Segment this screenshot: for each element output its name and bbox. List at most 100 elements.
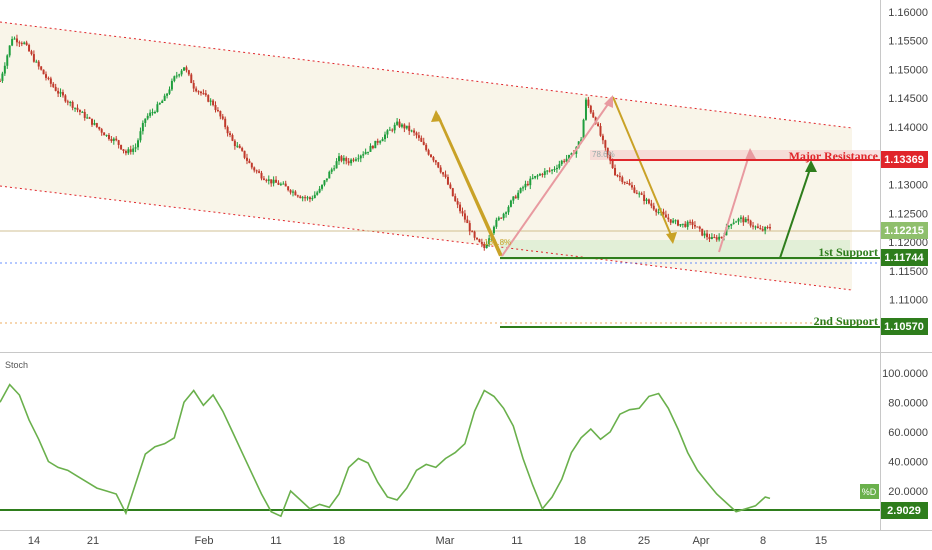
candle-body bbox=[531, 177, 534, 179]
candle-body bbox=[212, 100, 215, 106]
current-price-tag bbox=[881, 222, 928, 239]
candle-body bbox=[245, 157, 248, 161]
candle-body bbox=[335, 161, 338, 169]
candle-body bbox=[6, 55, 9, 66]
candle-body bbox=[413, 130, 416, 133]
candle-body bbox=[313, 194, 316, 199]
candle-body bbox=[248, 160, 251, 164]
candle-body bbox=[229, 133, 232, 136]
candle-body bbox=[347, 161, 350, 164]
candle-body bbox=[442, 172, 445, 175]
arrow-leg-down-2 bbox=[612, 96, 674, 241]
candle-body bbox=[727, 225, 730, 228]
second-support-tag bbox=[881, 318, 928, 335]
candle-body bbox=[110, 139, 113, 141]
candle-body bbox=[454, 196, 457, 202]
candle-body bbox=[730, 223, 733, 226]
candle-body bbox=[534, 175, 537, 178]
candle-body bbox=[611, 160, 614, 169]
candle-body bbox=[630, 185, 633, 188]
arrow-head-2 bbox=[666, 232, 677, 244]
candle-body bbox=[0, 80, 1, 82]
candle-body bbox=[47, 77, 50, 79]
candle-body bbox=[328, 171, 331, 179]
candle-body bbox=[367, 151, 370, 153]
candle-body bbox=[599, 125, 602, 136]
time-tick-1: 21 bbox=[87, 535, 99, 547]
candle-body bbox=[354, 159, 357, 161]
candle-body bbox=[422, 141, 425, 145]
candle-body bbox=[231, 135, 234, 141]
candle-body bbox=[747, 218, 750, 221]
time-tick-labels: 14 21 Feb 11 18 Mar 11 18 25 Apr 8 15 bbox=[28, 535, 827, 547]
candle-body bbox=[410, 130, 413, 132]
candle-body bbox=[589, 105, 592, 113]
candle-body bbox=[684, 223, 687, 227]
candle-body bbox=[752, 225, 755, 227]
candle-body bbox=[337, 156, 340, 162]
candle-body bbox=[71, 101, 74, 108]
candle-body bbox=[311, 198, 314, 200]
candle-body bbox=[485, 244, 488, 249]
candle-body bbox=[11, 39, 14, 46]
candle-body bbox=[250, 163, 253, 168]
stoch-tick-0: 100.0000 bbox=[882, 368, 928, 380]
candle-body bbox=[66, 101, 69, 103]
channel-fill bbox=[0, 22, 852, 290]
candle-body bbox=[158, 102, 161, 105]
candle-body bbox=[698, 226, 701, 229]
candle-body bbox=[359, 155, 362, 159]
candle-body bbox=[696, 226, 699, 228]
candle-body bbox=[299, 196, 302, 199]
candle-body bbox=[718, 236, 721, 240]
candle-body bbox=[449, 184, 452, 189]
candle-body bbox=[524, 183, 527, 188]
candle-body bbox=[49, 78, 52, 84]
candle-body bbox=[233, 140, 236, 147]
candle-body bbox=[471, 231, 474, 233]
arrow-head-1 bbox=[431, 110, 442, 122]
candle-body bbox=[93, 123, 96, 125]
candle-body bbox=[633, 187, 636, 193]
candle-body bbox=[587, 99, 590, 106]
candle-body bbox=[173, 76, 176, 81]
candle-body bbox=[756, 226, 759, 229]
stoch-pane bbox=[0, 354, 880, 530]
candle-body bbox=[241, 148, 244, 151]
candle-body bbox=[369, 145, 372, 152]
candle-body bbox=[175, 75, 178, 77]
price-tick-0: 1.16000 bbox=[888, 7, 928, 19]
candle-body bbox=[122, 149, 125, 151]
candle-body bbox=[628, 182, 631, 186]
candle-body bbox=[647, 199, 650, 204]
current-price-value: 1.12215 bbox=[884, 225, 924, 237]
candle-body bbox=[374, 140, 377, 149]
candle-body bbox=[195, 88, 198, 92]
candle-body bbox=[132, 148, 135, 152]
major-resistance-tag bbox=[881, 151, 928, 168]
candle-body bbox=[1, 73, 4, 81]
candle-body bbox=[59, 92, 62, 94]
candle-body bbox=[105, 134, 108, 136]
candle-body bbox=[209, 100, 212, 102]
price-tick-1: 1.15500 bbox=[888, 36, 928, 48]
candle-body bbox=[3, 65, 6, 74]
arrow-head-4 bbox=[604, 95, 613, 108]
stoch-d-line bbox=[0, 383, 771, 518]
pattern-arrows bbox=[431, 95, 817, 259]
candle-body bbox=[616, 175, 619, 177]
stoch-value-tag bbox=[881, 502, 928, 519]
candle-body bbox=[88, 117, 91, 119]
candle-body bbox=[645, 199, 648, 201]
candle-body bbox=[456, 201, 459, 205]
candle-body bbox=[321, 184, 324, 189]
candle-body bbox=[64, 95, 67, 102]
price-tick-7: 1.12500 bbox=[888, 208, 928, 220]
candle-body bbox=[23, 42, 26, 44]
candle-body bbox=[8, 45, 11, 56]
candle-body bbox=[754, 226, 757, 228]
candle-body bbox=[243, 150, 246, 158]
candle-body bbox=[98, 126, 101, 130]
candle-body bbox=[430, 154, 433, 158]
candle-body bbox=[168, 89, 171, 94]
